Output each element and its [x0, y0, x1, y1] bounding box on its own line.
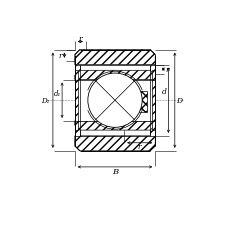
Bar — [134, 92, 147, 112]
Text: r: r — [58, 52, 61, 60]
Polygon shape — [74, 71, 155, 80]
Bar — [152, 71, 155, 131]
Text: r: r — [165, 66, 169, 74]
Text: D₁: D₁ — [41, 97, 49, 105]
Polygon shape — [74, 136, 155, 151]
Text: B: B — [112, 167, 117, 175]
Bar — [74, 80, 155, 121]
Bar — [74, 71, 77, 131]
Text: r: r — [78, 35, 82, 42]
Bar — [150, 65, 155, 136]
Text: d₁: d₁ — [53, 90, 61, 98]
Polygon shape — [74, 121, 155, 131]
Text: D: D — [175, 97, 181, 105]
Polygon shape — [74, 50, 155, 65]
Bar — [74, 65, 79, 136]
Circle shape — [87, 74, 142, 128]
Text: r: r — [137, 143, 141, 151]
Text: d: d — [162, 88, 166, 95]
